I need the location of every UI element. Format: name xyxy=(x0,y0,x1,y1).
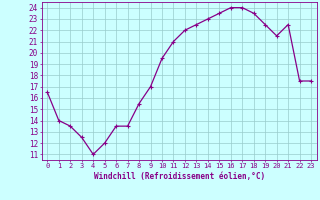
X-axis label: Windchill (Refroidissement éolien,°C): Windchill (Refroidissement éolien,°C) xyxy=(94,172,265,181)
